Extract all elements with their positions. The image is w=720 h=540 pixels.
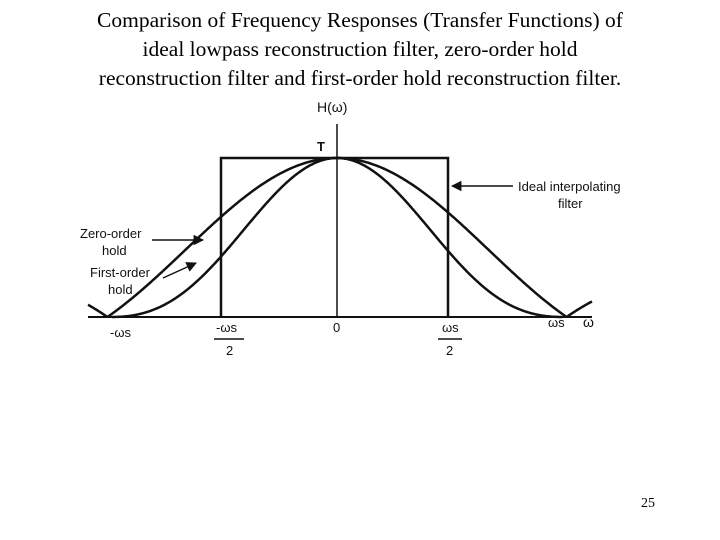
title-line-2: ideal lowpass reconstruction filter, zer… xyxy=(142,37,578,61)
tick-neg-ws: -ωs xyxy=(110,325,131,340)
peak-label: T xyxy=(317,139,325,154)
zoh-label-line-2: hold xyxy=(102,243,127,258)
foh-label-line-1: First-order xyxy=(90,265,151,280)
tick-pos-ws-half-den: 2 xyxy=(446,343,453,358)
zero-order-hold-curve xyxy=(87,156,593,318)
tick-zero: 0 xyxy=(333,320,340,335)
tick-pos-ws: ωs xyxy=(548,315,565,330)
page-number: 25 xyxy=(641,496,655,511)
tick-neg-ws-half-den: 2 xyxy=(226,343,233,358)
title-line-3: reconstruction filter and first-order ho… xyxy=(98,66,622,90)
tick-pos-ws-half-num: ωs xyxy=(442,320,459,335)
ideal-label-line-2: filter xyxy=(558,196,583,211)
slide-title: Comparison of Frequency Responses (Trans… xyxy=(20,6,700,93)
foh-pointer-arrow xyxy=(162,262,197,279)
title-line-1: Comparison of Frequency Responses (Trans… xyxy=(97,8,623,32)
ideal-label-line-1: Ideal interpolating xyxy=(518,179,621,194)
foh-label-line-2: hold xyxy=(108,282,133,297)
zoh-label-line-1: Zero-order xyxy=(80,226,142,241)
ideal-filter-curve xyxy=(219,156,450,317)
y-axis-label: H(ω) xyxy=(317,99,347,115)
x-axis-label: ω xyxy=(583,314,594,330)
tick-neg-ws-half-num: -ωs xyxy=(216,320,237,335)
